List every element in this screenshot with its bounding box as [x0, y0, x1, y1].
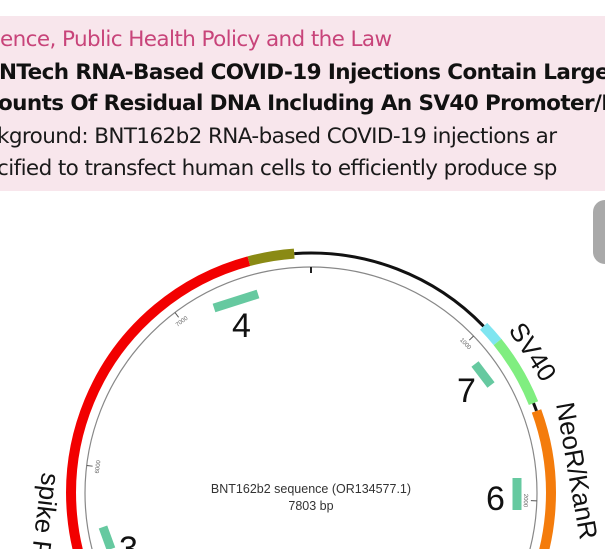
sequence-title: BNT162b2 sequence (OR134577.1)	[211, 482, 411, 496]
abstract-line-2: cified to transfect human cells to effic…	[0, 156, 557, 181]
tick-6000: 6000	[86, 459, 103, 474]
tick-7000: 7000	[174, 312, 190, 329]
article-title-line-2[interactable]: ounts Of Residual DNA Including An SV40 …	[0, 91, 605, 116]
fragment-bar-4	[212, 289, 260, 313]
backbone-arc	[294, 251, 485, 328]
neor-feature-arc	[531, 409, 556, 549]
article-title-line-1[interactable]: NTech RNA-Based COVID-19 Injections Cont…	[0, 60, 605, 85]
tick-label: 7000	[175, 315, 190, 328]
fragment-label-3: 3	[119, 530, 138, 549]
spike-feature-arc	[66, 256, 251, 549]
backbone-arc-small	[532, 402, 538, 412]
fragment-bar-7	[471, 361, 495, 388]
olive-feature-arc	[247, 248, 295, 267]
abstract-line-1: kground: BNT162b2 RNA-based COVID-19 inj…	[0, 124, 557, 149]
article-header	[0, 16, 605, 191]
sequence-length: 7803 bp	[288, 499, 333, 513]
tick-label: 6000	[95, 459, 103, 474]
neor-label: NeoR/KanR	[550, 400, 604, 542]
fragment-label-6: 6	[486, 480, 505, 518]
sv40-label: SV40	[503, 317, 563, 387]
fragment-label-7: 7	[457, 372, 476, 410]
tick-label: 2000	[522, 494, 528, 508]
tick-2000: 2000	[522, 494, 537, 508]
spike-label: spike P	[26, 471, 66, 549]
fragment-bar-3	[98, 525, 116, 549]
fragment-label-4: 4	[232, 307, 251, 345]
journal-name[interactable]: ence, Public Health Policy and the Law	[0, 27, 392, 52]
tick-1000: 1000	[458, 335, 474, 352]
scroll-handle[interactable]	[593, 200, 605, 264]
sv40-feature-arc	[493, 338, 539, 406]
cyan-feature-arc	[479, 322, 502, 346]
